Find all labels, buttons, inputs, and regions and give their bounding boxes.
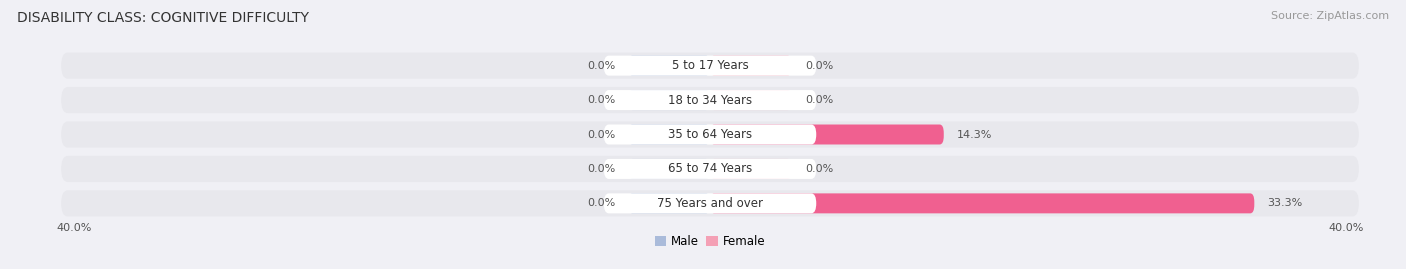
FancyBboxPatch shape — [603, 90, 817, 110]
FancyBboxPatch shape — [60, 87, 1360, 113]
FancyBboxPatch shape — [710, 159, 792, 179]
FancyBboxPatch shape — [603, 125, 817, 144]
Text: 5 to 17 Years: 5 to 17 Years — [672, 59, 748, 72]
FancyBboxPatch shape — [628, 125, 710, 144]
Text: 14.3%: 14.3% — [957, 129, 993, 140]
FancyBboxPatch shape — [710, 193, 1254, 213]
Text: 75 Years and over: 75 Years and over — [657, 197, 763, 210]
FancyBboxPatch shape — [60, 52, 1360, 79]
Text: 0.0%: 0.0% — [586, 61, 616, 71]
Text: 0.0%: 0.0% — [804, 95, 834, 105]
Text: 0.0%: 0.0% — [586, 95, 616, 105]
Text: 40.0%: 40.0% — [56, 223, 91, 233]
Text: DISABILITY CLASS: COGNITIVE DIFFICULTY: DISABILITY CLASS: COGNITIVE DIFFICULTY — [17, 11, 309, 25]
FancyBboxPatch shape — [628, 193, 710, 213]
Text: 0.0%: 0.0% — [586, 164, 616, 174]
FancyBboxPatch shape — [60, 190, 1360, 217]
Text: 33.3%: 33.3% — [1267, 198, 1302, 208]
FancyBboxPatch shape — [603, 193, 817, 213]
Text: 18 to 34 Years: 18 to 34 Years — [668, 94, 752, 107]
FancyBboxPatch shape — [710, 125, 943, 144]
Text: 40.0%: 40.0% — [1329, 223, 1364, 233]
FancyBboxPatch shape — [603, 159, 817, 179]
Text: 0.0%: 0.0% — [586, 129, 616, 140]
FancyBboxPatch shape — [603, 56, 817, 76]
Text: 35 to 64 Years: 35 to 64 Years — [668, 128, 752, 141]
Legend: Male, Female: Male, Female — [650, 230, 770, 253]
FancyBboxPatch shape — [710, 90, 792, 110]
Text: Source: ZipAtlas.com: Source: ZipAtlas.com — [1271, 11, 1389, 21]
FancyBboxPatch shape — [60, 156, 1360, 182]
Text: 0.0%: 0.0% — [804, 61, 834, 71]
FancyBboxPatch shape — [628, 56, 710, 76]
Text: 0.0%: 0.0% — [804, 164, 834, 174]
FancyBboxPatch shape — [628, 159, 710, 179]
FancyBboxPatch shape — [710, 56, 792, 76]
FancyBboxPatch shape — [60, 121, 1360, 148]
Text: 65 to 74 Years: 65 to 74 Years — [668, 162, 752, 175]
Text: 0.0%: 0.0% — [586, 198, 616, 208]
FancyBboxPatch shape — [628, 90, 710, 110]
